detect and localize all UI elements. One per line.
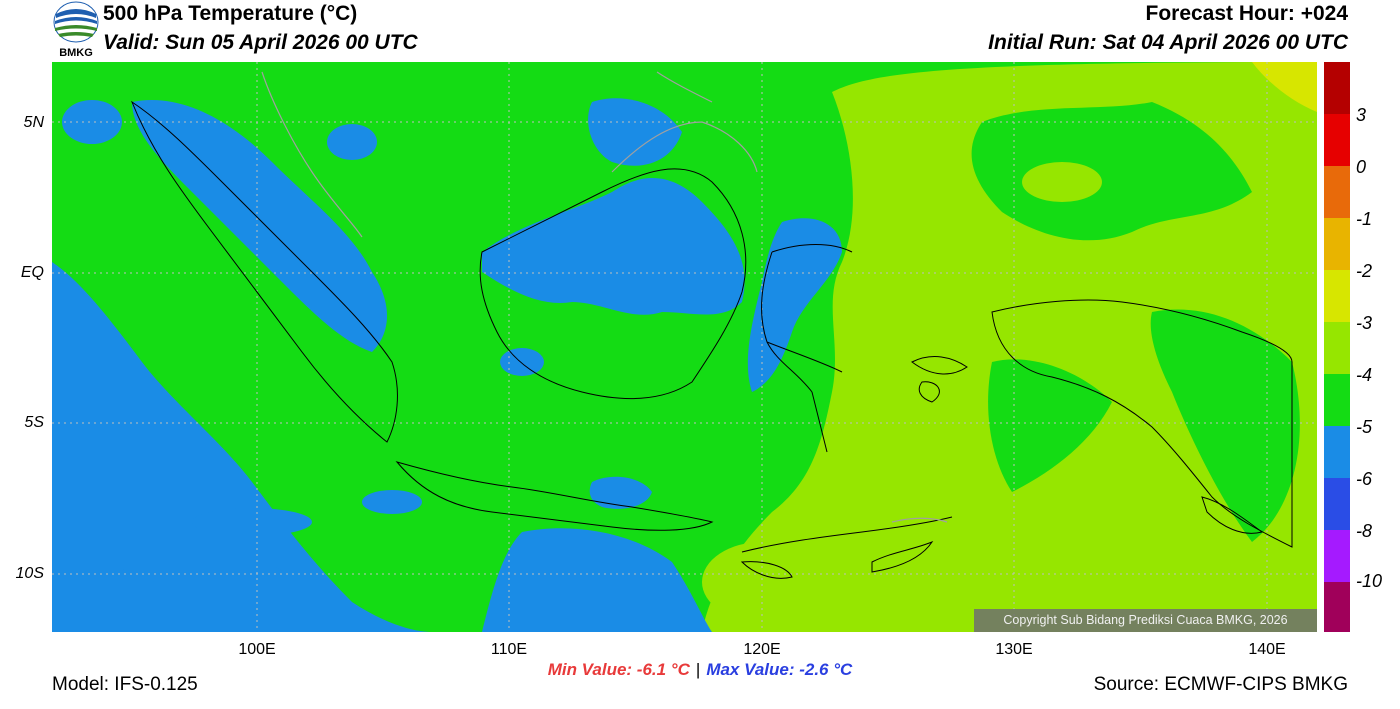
temperature-map <box>52 62 1317 632</box>
coastlines <box>130 100 1293 579</box>
region-blue-west <box>52 262 432 632</box>
min-max-separator: | <box>695 660 701 679</box>
blue-patch <box>500 348 544 376</box>
region-blue-north <box>588 98 682 166</box>
colorbar-segment <box>1324 62 1350 114</box>
copyright-notice: Copyright Sub Bidang Prediksi Cuaca BMKG… <box>974 609 1317 632</box>
lat-label-eq: EQ <box>20 264 44 281</box>
region-yellow <box>1252 62 1317 112</box>
colorbar-segment <box>1324 426 1350 478</box>
data-source: Source: ECMWF-CIPS BMKG <box>1093 674 1348 695</box>
colorbar-segment <box>1324 322 1350 374</box>
blue-patch <box>62 100 122 144</box>
max-value: Max Value: -2.6 °C <box>706 660 853 679</box>
colorbar-segment <box>1324 582 1350 632</box>
lightgreen-patch <box>1022 162 1102 202</box>
colorbar-label: -4 <box>1356 365 1373 385</box>
colorbar-segment <box>1324 478 1350 530</box>
blue-patch <box>122 560 282 584</box>
blue-patch <box>362 490 422 514</box>
colorbar-label: -6 <box>1356 469 1373 489</box>
blue-patch <box>327 124 377 160</box>
lat-label-5s: 5S <box>24 414 44 431</box>
colorbar-label: -8 <box>1356 521 1373 541</box>
colorbar-label: 3 <box>1356 105 1367 125</box>
lat-label-5n: 5N <box>23 114 44 131</box>
colorbar-label: 0 <box>1356 157 1367 177</box>
colorbar-segment <box>1324 218 1350 270</box>
region-green-east3 <box>1150 309 1300 542</box>
bmkg-logo <box>52 0 100 62</box>
colorbar-segment <box>1324 530 1350 582</box>
lon-label-140e: 140E <box>1248 641 1286 658</box>
lon-label-130e: 130E <box>995 641 1033 658</box>
map-title: 500 hPa Temperature (°C) <box>103 2 358 25</box>
lon-label-120e: 120E <box>743 641 781 658</box>
region-blue-java <box>589 476 652 509</box>
valid-time: Valid: Sun 05 April 2026 00 UTC <box>103 31 418 54</box>
min-max-values: Min Value: -6.1 °C | Max Value: -2.6 °C <box>0 660 1400 680</box>
model-name: Model: IFS-0.125 <box>52 674 198 695</box>
gridlines <box>52 62 1317 632</box>
lon-label-100e: 100E <box>238 641 276 658</box>
region-green-east <box>971 102 1252 241</box>
initial-run: Initial Run: Sat 04 April 2026 00 UTC <box>988 31 1348 54</box>
region-blue-sumatra <box>132 100 387 352</box>
lightgreen-patch <box>702 542 822 622</box>
colorbar-label: -5 <box>1356 417 1373 437</box>
region-blue-borneo <box>482 178 745 315</box>
logo-text: BMKG <box>59 47 93 59</box>
forecast-hour: Forecast Hour: +024 <box>1145 2 1349 25</box>
region-blue-south <box>482 528 712 632</box>
colorbar-segment <box>1324 270 1350 322</box>
colorbar-segment <box>1324 374 1350 426</box>
colorbar-label: -10 <box>1356 571 1383 591</box>
colorbar-label: -2 <box>1356 261 1373 281</box>
region-green-east2 <box>988 359 1112 492</box>
lon-label-110e: 110E <box>490 641 528 658</box>
colorbar-segment <box>1324 114 1350 166</box>
min-value: Min Value: -6.1 °C <box>547 660 690 679</box>
bmkg-logo-icon <box>53 1 99 43</box>
colorbar-label: -3 <box>1356 313 1373 333</box>
colorbar-label: -1 <box>1356 209 1373 229</box>
borders <box>261 71 948 523</box>
lat-label-10s: 10S <box>15 565 44 582</box>
colorbar <box>1324 62 1350 632</box>
colorbar-segment <box>1324 166 1350 218</box>
blue-patch <box>192 508 312 536</box>
